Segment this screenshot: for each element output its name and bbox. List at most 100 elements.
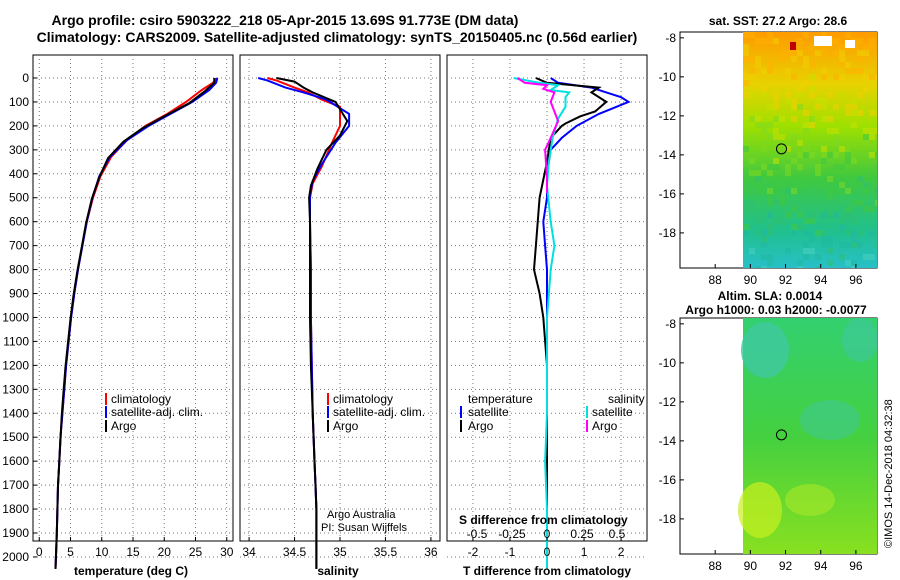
map-y-tick-label: -14 [659, 434, 677, 448]
y-tick-label: 1800 [2, 502, 29, 516]
s-tick-label: 0.25 [570, 527, 594, 541]
x-tick-label: 1 [581, 545, 588, 559]
salinity-legend: climatology satellite-adj. clim. Argo [327, 392, 425, 433]
y-tick-label: 600 [9, 215, 29, 229]
temperature-xticks: 0 5 10 15 20 25 30 [36, 537, 234, 559]
legend-argo-swatch [105, 420, 107, 432]
legend-argo-label: Argo [111, 419, 137, 433]
map-x-tick-label: 94 [814, 273, 828, 287]
sla-map-title: Altim. SLA: 0.0014 [718, 289, 823, 303]
map-x-tick-label: 88 [708, 273, 722, 287]
y-tick-label: 400 [9, 167, 29, 181]
legend-s-satellite-label: satellite [592, 405, 633, 419]
series-line-satellite-adj-clim- [54, 77, 219, 569]
legend-climatology-label: climatology [111, 392, 171, 406]
sla-map-xticks: 88 90 92 94 96 [708, 550, 863, 573]
argo-float-marker-sla [775, 429, 787, 441]
imos-stamp: ©IMOS 14-Dec-2018 04:32:38 [883, 399, 895, 548]
x-tick-label: 2 [618, 545, 625, 559]
y-tick-label: 0 [22, 71, 29, 85]
x-tick-label: 5 [67, 545, 74, 559]
temperature-legend: climatology satellite-adj. clim. Argo [105, 392, 203, 433]
argo-float-marker-sst [775, 143, 787, 155]
sst-pixel-noise [743, 32, 877, 268]
x-tick-label: 25 [189, 545, 203, 559]
sal-legend-satellite-swatch [327, 406, 329, 418]
map-x-tick-label: 90 [744, 273, 758, 287]
figure-title-line2: Climatology: CARS2009. Satellite-adjuste… [37, 29, 638, 45]
series-line-satellite-adj-clim- [257, 77, 351, 569]
map-y-tick-label: -18 [659, 226, 677, 240]
sst-map-panel: sat. SST: 27.2 Argo: 28.6 88 90 92 94 96 -8-… [659, 14, 878, 287]
difference-panel: -2 -1 0 1 2 -0.5 -0.25 0 0.25 0.5 S difference f… [446, 54, 648, 578]
x-tick-label: 20 [158, 545, 172, 559]
sla-map-subtitle: Argo h1000: 0.03 h2000: -0.0077 [685, 303, 867, 317]
legend-t-satellite-label: satellite [468, 405, 509, 419]
temperature-grid [33, 55, 233, 558]
y-tick-label: 1200 [2, 358, 29, 372]
map-y-tick-label: -12 [659, 109, 677, 123]
salinity-xticks: 34 34.5 35 35.5 36 [242, 537, 438, 559]
y-tick-label: 300 [9, 143, 29, 157]
legend-satellite-label: satellite-adj. clim. [111, 405, 203, 419]
series-line-argo [54, 78, 216, 569]
salinity-panel: 34 34.5 35 35.5 36 salinity climatology sate… [239, 54, 441, 578]
x-tick-label: 0 [36, 545, 43, 559]
legend-t-argo-swatch [460, 420, 462, 432]
series-line-s-argo [516, 77, 560, 193]
map-x-tick-label: 88 [708, 559, 722, 573]
figure-title-line1: Argo profile: csiro 5903222_218 05-Apr-2… [52, 12, 519, 28]
y-tick-label: 800 [9, 263, 29, 277]
map-x-tick-label: 90 [744, 559, 758, 573]
salinity-lines [257, 77, 351, 569]
legend-t-satellite-swatch [460, 406, 462, 418]
map-y-tick-label: -8 [665, 317, 676, 331]
sla-map-panel: Altim. SLA: 0.0014 Argo h1000: 0.03 h200… [659, 289, 878, 573]
t-difference-xlabel: T difference from climatology [463, 564, 631, 578]
legend-s-argo-label: Argo [592, 419, 618, 433]
x-tick-label: 34.5 [283, 545, 307, 559]
legend-s-argo-swatch [586, 420, 588, 432]
depth-yticks: 0 100 200 300 400 500 600 700 800 900 1000 1100 1200… [2, 71, 37, 564]
y-tick-label: 100 [9, 95, 29, 109]
map-y-tick-label: -8 [665, 31, 676, 45]
legend-s-satellite-swatch [586, 406, 588, 418]
salinity-grid [240, 55, 440, 558]
sst-map-yticks: -8 -10 -12 -14 -16 -18 [659, 31, 684, 240]
series-line-s-satellite [513, 77, 572, 569]
series-line-t-satellite [542, 77, 631, 569]
x-tick-label: 0 [544, 545, 551, 559]
map-y-tick-label: -10 [659, 356, 677, 370]
x-tick-label: 10 [95, 545, 109, 559]
s-tick-label: -0.5 [467, 527, 488, 541]
x-tick-label: 35 [333, 545, 347, 559]
difference-xticks: -2 -1 0 1 2 [468, 537, 625, 559]
temperature-lines [54, 77, 219, 569]
temperature-panel: 0 5 10 15 20 25 30 0 100 200 300 400 500 600 700 800 90… [2, 54, 234, 578]
s-tick-label: -0.25 [498, 527, 526, 541]
map-x-tick-label: 92 [779, 559, 793, 573]
sal-legend-climatology-swatch [327, 393, 329, 405]
y-tick-label: 700 [9, 239, 29, 253]
map-x-tick-label: 94 [814, 559, 828, 573]
y-tick-label: 900 [9, 287, 29, 301]
legend-s-title: salinity [608, 392, 645, 406]
s-tick-label: 0.5 [609, 527, 626, 541]
x-tick-label: 15 [126, 545, 140, 559]
map-y-tick-label: -10 [659, 70, 677, 84]
y-tick-label: 2000 [2, 550, 29, 564]
difference-xticks-salinity: -0.5 -0.25 0 0.25 0.5 [467, 527, 626, 541]
map-y-tick-label: -14 [659, 148, 677, 162]
x-tick-label: -1 [505, 545, 516, 559]
y-tick-label: 1500 [2, 430, 29, 444]
y-tick-label: 1600 [2, 454, 29, 468]
sal-legend-argo-swatch [327, 420, 329, 432]
sal-legend-satellite-label: satellite-adj. clim. [333, 405, 425, 419]
sal-legend-argo-label: Argo [333, 419, 359, 433]
x-tick-label: 30 [220, 545, 234, 559]
legend-t-argo-label: Argo [468, 419, 494, 433]
y-tick-label: 1900 [2, 526, 29, 540]
map-y-tick-label: -12 [659, 395, 677, 409]
map-y-tick-label: -18 [659, 512, 677, 526]
y-tick-label: 500 [9, 191, 29, 205]
